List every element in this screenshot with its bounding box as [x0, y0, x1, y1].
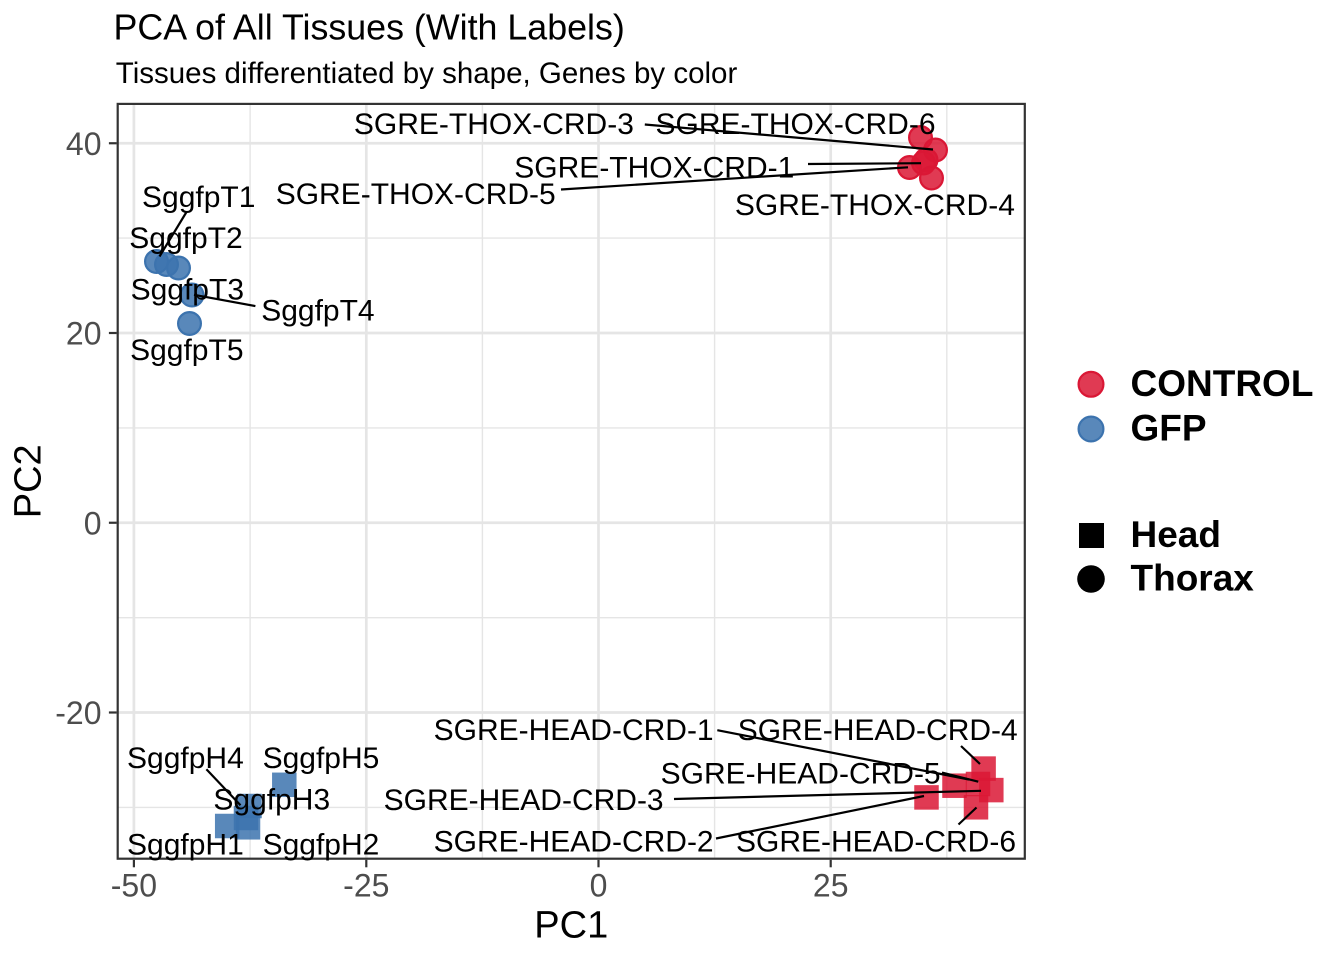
svg-text:SggfpT2: SggfpT2	[129, 222, 242, 255]
svg-text:20: 20	[66, 316, 102, 352]
svg-text:SggfpT3: SggfpT3	[131, 273, 244, 306]
svg-text:SGRE-HEAD-CRD-5: SGRE-HEAD-CRD-5	[661, 757, 941, 790]
svg-text:-50: -50	[111, 868, 157, 904]
svg-text:SggfpH1: SggfpH1	[127, 829, 244, 862]
svg-text:SGRE-HEAD-CRD-3: SGRE-HEAD-CRD-3	[384, 784, 664, 817]
svg-text:SggfpT4: SggfpT4	[261, 295, 374, 328]
svg-text:SGRE-HEAD-CRD-2: SGRE-HEAD-CRD-2	[434, 825, 714, 858]
svg-text:25: 25	[813, 868, 849, 904]
svg-text:0: 0	[590, 868, 608, 904]
svg-text:SGRE-THOX-CRD-5: SGRE-THOX-CRD-5	[276, 178, 556, 211]
svg-text:SggfpH4: SggfpH4	[127, 742, 244, 775]
svg-text:SggfpH2: SggfpH2	[263, 829, 380, 862]
svg-text:40: 40	[66, 126, 102, 162]
svg-text:SGRE-HEAD-CRD-6: SGRE-HEAD-CRD-6	[736, 825, 1016, 858]
svg-text:Tissues differentiated by shap: Tissues differentiated by shape, Genes b…	[116, 57, 738, 90]
svg-text:Head: Head	[1131, 514, 1221, 555]
svg-text:-25: -25	[343, 868, 389, 904]
svg-text:PC2: PC2	[8, 444, 50, 518]
svg-text:PCA of All Tissues (With Label: PCA of All Tissues (With Labels)	[114, 8, 625, 48]
svg-text:SggfpH3: SggfpH3	[213, 783, 330, 816]
svg-text:CONTROL: CONTROL	[1131, 363, 1314, 404]
svg-text:SGRE-HEAD-CRD-4: SGRE-HEAD-CRD-4	[738, 714, 1018, 747]
svg-text:SGRE-THOX-CRD-3: SGRE-THOX-CRD-3	[354, 108, 634, 141]
svg-text:SggfpT5: SggfpT5	[130, 334, 243, 367]
svg-text:SggfpH5: SggfpH5	[263, 742, 380, 775]
svg-text:0: 0	[84, 505, 102, 541]
svg-text:SGRE-HEAD-CRD-1: SGRE-HEAD-CRD-1	[434, 714, 714, 747]
svg-text:PC1: PC1	[534, 905, 608, 947]
svg-text:SGRE-THOX-CRD-1: SGRE-THOX-CRD-1	[514, 151, 794, 184]
svg-text:SggfpT1: SggfpT1	[142, 181, 255, 214]
svg-text:Thorax: Thorax	[1131, 558, 1255, 599]
svg-text:GFP: GFP	[1131, 408, 1207, 449]
svg-text:SGRE-THOX-CRD-4: SGRE-THOX-CRD-4	[735, 189, 1015, 222]
svg-text:SGRE-THOX-CRD-6: SGRE-THOX-CRD-6	[656, 108, 936, 141]
svg-text:-20: -20	[55, 695, 101, 731]
